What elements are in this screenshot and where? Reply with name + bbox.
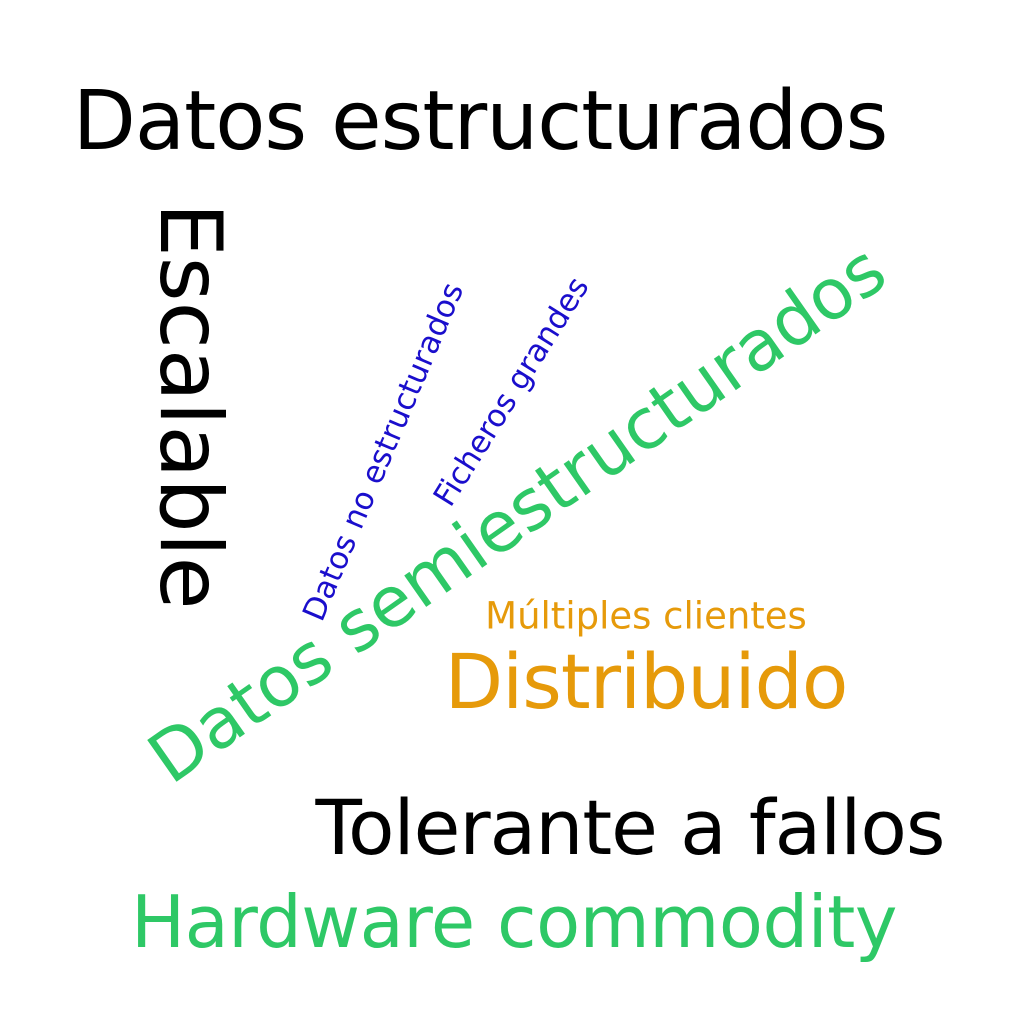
word-multiples-clientes: Múltiples clientes [485,594,807,638]
word-hardware-commodity: Hardware commodity [130,880,898,964]
word-datos-estructurados: Datos estructurados [72,74,889,169]
word-distribuido: Distribuido [444,637,849,726]
word-tolerante-a-fallos: Tolerante a fallos [315,783,946,872]
word-escalable: Escalable [140,202,240,610]
